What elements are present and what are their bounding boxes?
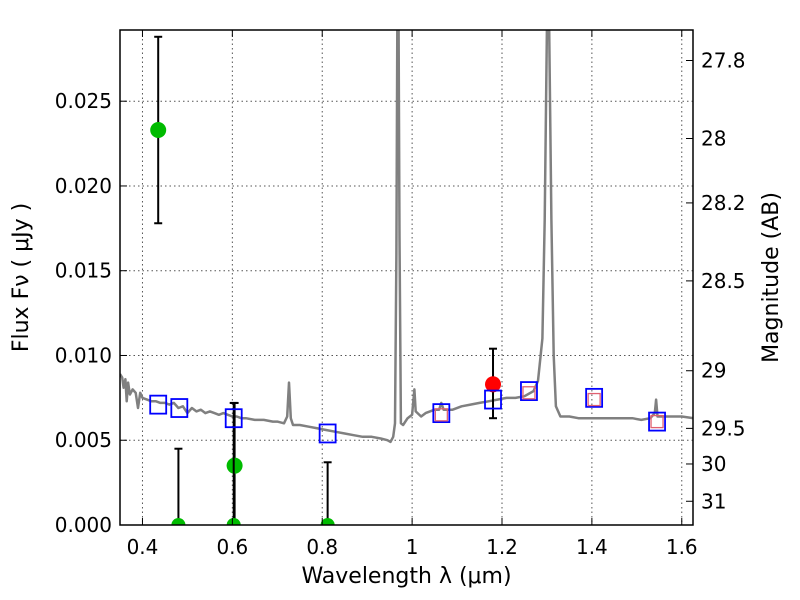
blue-square-marker <box>170 398 189 418</box>
model-spectrum-line <box>120 30 693 444</box>
x-tick-label: 1.2 <box>486 535 518 559</box>
y2-tick-label: 30 <box>701 452 726 476</box>
plot-area <box>120 30 693 525</box>
green-point-marker <box>320 518 335 525</box>
y-tick-label: 0.015 <box>55 259 112 283</box>
y-tick-label: 0.020 <box>55 174 112 198</box>
blue-square-marker <box>520 381 538 401</box>
y2-axis-label: Magnitude (AB) <box>759 192 784 363</box>
pink-square-marker <box>650 414 664 429</box>
y2-tick-label: 29 <box>701 359 726 383</box>
x-tick-label: 1.4 <box>576 535 608 559</box>
y-tick-label: 0.005 <box>55 428 112 452</box>
x-tick-label: 1 <box>406 535 419 559</box>
x-axis-label: Wavelength λ (μm) <box>301 564 511 589</box>
blue-square-marker <box>432 403 451 424</box>
y2-tick-label: 28.5 <box>701 269 746 293</box>
pink-square-marker <box>587 392 601 407</box>
y-tick-label: 0.025 <box>55 89 112 113</box>
y2-tick-label: 31 <box>701 489 726 513</box>
plot-frame <box>119 29 694 526</box>
y-tick-label: 0.000 <box>55 513 112 537</box>
grid <box>120 30 693 526</box>
blue-square-marker <box>224 408 243 429</box>
blue-square-marker <box>149 394 168 415</box>
y2-tick-label: 28.2 <box>701 191 746 215</box>
red-point-marker <box>485 376 502 393</box>
blue-square-marker <box>585 387 604 408</box>
y2-tick-label: 27.8 <box>701 49 746 73</box>
blue-square-marker <box>648 411 666 432</box>
green-point-marker <box>171 518 186 525</box>
blue-square-marker <box>484 389 502 410</box>
x-tick-label: 1.6 <box>666 535 698 559</box>
x-tick-label: 0.6 <box>216 535 248 559</box>
y2-tick-label: 28 <box>701 126 726 150</box>
green-point-marker <box>226 518 241 525</box>
x-tick-label: 0.4 <box>127 535 159 559</box>
y-axis-label: Flux Fν ( μJy ) <box>9 203 34 352</box>
axes: 0.4 0.6 0.8 1 1.2 1.4 1.6 0.000 0.005 0.010 0.015 0… <box>55 30 746 559</box>
y2-tick-label: 29.5 <box>701 416 746 440</box>
y-tick-label: 0.010 <box>55 343 112 367</box>
green-point-marker <box>150 122 167 139</box>
blue-square-marker <box>318 423 337 444</box>
pink-square-marker <box>434 408 448 422</box>
x-tick-label: 0.8 <box>306 535 338 559</box>
pink-square-marker <box>522 386 536 400</box>
